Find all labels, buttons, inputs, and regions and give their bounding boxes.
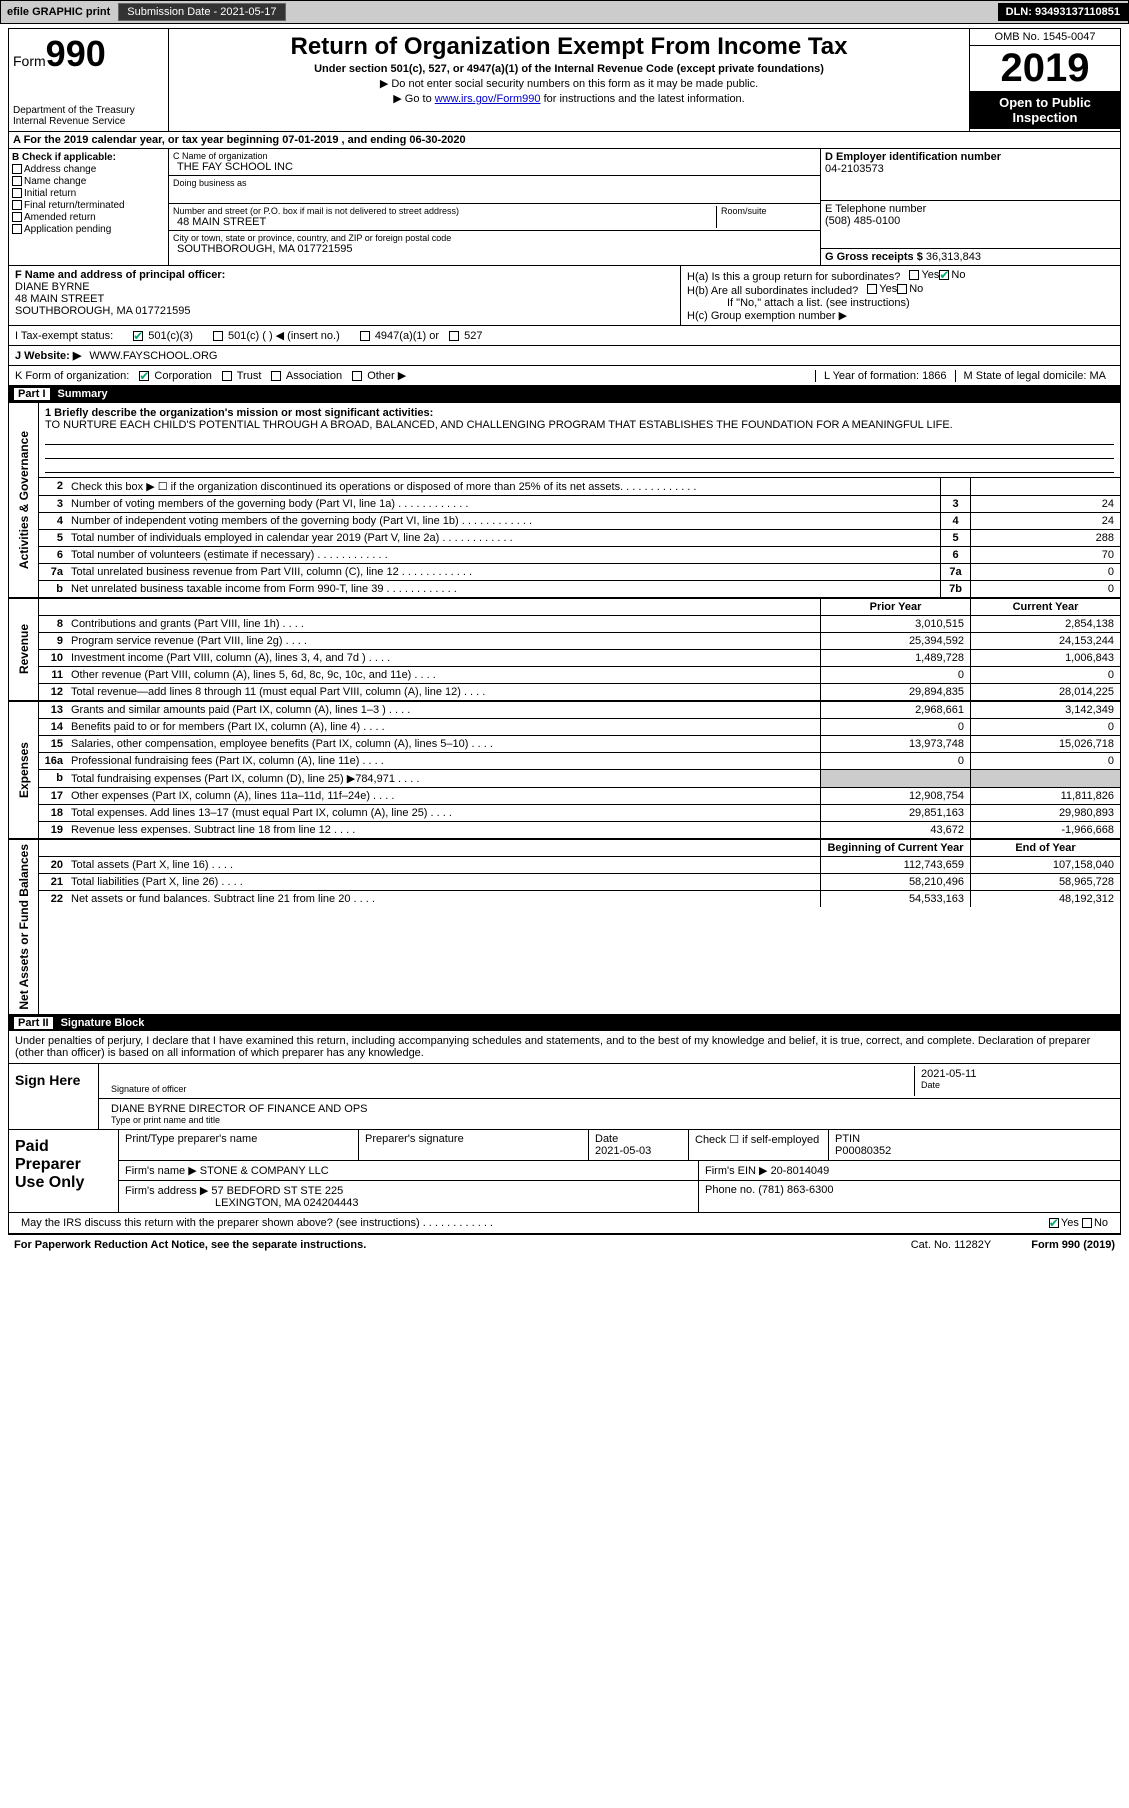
vlabel-governance: Activities & Governance [15,427,33,573]
website-row: J Website: ▶ WWW.FAYSCHOOL.ORG [8,346,1121,366]
tax-year: 2019 [970,46,1120,91]
vlabel-netassets: Net Assets or Fund Balances [15,840,33,1014]
table-row: 20Total assets (Part X, line 16)112,743,… [39,857,1120,874]
chk-final-return[interactable]: Final return/terminated [12,200,165,211]
website-url: WWW.FAYSCHOOL.ORG [89,350,217,362]
chk-pending[interactable]: Application pending [12,224,165,235]
tax-exempt-status: I Tax-exempt status: 501(c)(3) 501(c) ( … [8,326,1121,346]
chk-initial-return[interactable]: Initial return [12,188,165,199]
h-b: H(b) Are all subordinates included? Yes … [687,283,1114,297]
netassets-section: Net Assets or Fund Balances Beginning of… [8,839,1121,1015]
omb-number: OMB No. 1545-0047 [970,29,1120,46]
sign-here-label: Sign Here [9,1064,99,1129]
city-state-zip: SOUTHBOROUGH, MA 017721595 [173,243,816,255]
discuss-question: May the IRS discuss this return with the… [15,1215,1043,1231]
table-row: 13Grants and similar amounts paid (Part … [39,702,1120,719]
street-address: 48 MAIN STREET [173,216,716,228]
officer-name: DIANE BYRNE [15,281,674,293]
table-row: 11Other revenue (Part VIII, column (A), … [39,667,1120,684]
row-a-taxyear: A For the 2019 calendar year, or tax yea… [8,132,1121,149]
dln-label: DLN: 93493137110851 [998,3,1128,21]
subtitle-1: Under section 501(c), 527, or 4947(a)(1)… [173,63,965,75]
ein: 04-2103573 [825,163,1116,175]
gross-receipts: 36,313,843 [926,251,981,263]
firm-ein: 20-8014049 [771,1165,830,1177]
h-a: H(a) Is this a group return for subordin… [687,269,1114,283]
table-row: 3Number of voting members of the governi… [39,496,1120,513]
form-number: Form990 [13,33,164,75]
table-row: 22Net assets or fund balances. Subtract … [39,891,1120,907]
form-header: Form990 Department of the Treasury Inter… [8,28,1121,132]
part2-header: Part II Signature Block [8,1015,1121,1031]
revenue-section: Revenue Prior YearCurrent Year 8Contribu… [8,598,1121,701]
table-row: 10Investment income (Part VIII, column (… [39,650,1120,667]
table-row: 18Total expenses. Add lines 13–17 (must … [39,805,1120,822]
page-footer: For Paperwork Reduction Act Notice, see … [8,1235,1121,1255]
table-row: 9Program service revenue (Part VIII, lin… [39,633,1120,650]
table-row: 15Salaries, other compensation, employee… [39,736,1120,753]
chk-name-change[interactable]: Name change [12,176,165,187]
chk-address-change[interactable]: Address change [12,164,165,175]
open-inspection: Open to Public Inspection [970,91,1120,129]
officer-printed-name: DIANE BYRNE DIRECTOR OF FINANCE AND OPS [111,1103,1108,1115]
chk-amended[interactable]: Amended return [12,212,165,223]
firm-phone: (781) 863-6300 [758,1184,833,1196]
table-row: 8Contributions and grants (Part VIII, li… [39,616,1120,633]
mission-text: TO NURTURE EACH CHILD'S POTENTIAL THROUG… [45,419,1114,431]
governance-section: Activities & Governance 1 Briefly descri… [8,402,1121,598]
table-row: 17Other expenses (Part IX, column (A), l… [39,788,1120,805]
paid-preparer-label: Paid Preparer Use Only [9,1130,119,1212]
form-of-org: K Form of organization: Corporation Trus… [8,366,1121,386]
vlabel-expenses: Expenses [15,738,33,802]
table-row: bNet unrelated business taxable income f… [39,581,1120,597]
table-row: 16aProfessional fundraising fees (Part I… [39,753,1120,770]
mission-block: 1 Briefly describe the organization's mi… [39,403,1120,478]
dept-label: Department of the Treasury Internal Reve… [13,105,164,127]
part1-header: Part I Summary [8,386,1121,402]
table-row: 2Check this box ▶ ☐ if the organization … [39,478,1120,496]
efile-label: efile GRAPHIC print [1,4,116,20]
expenses-section: Expenses 13Grants and similar amounts pa… [8,701,1121,839]
perjury-declaration: Under penalties of perjury, I declare th… [9,1031,1120,1063]
officer-group-row: F Name and address of principal officer:… [8,266,1121,326]
table-row: 21Total liabilities (Part X, line 26)58,… [39,874,1120,891]
org-name: THE FAY SCHOOL INC [173,161,816,173]
subtitle-3: ▶ Go to www.irs.gov/Form990 for instruct… [173,92,965,105]
table-row: 7aTotal unrelated business revenue from … [39,564,1120,581]
ptin: P00080352 [835,1145,891,1157]
year-formation: L Year of formation: 1866 [815,370,955,382]
catalog-number: Cat. No. 11282Y [911,1239,992,1251]
table-row: 19Revenue less expenses. Subtract line 1… [39,822,1120,838]
form-title: Return of Organization Exempt From Incom… [173,33,965,61]
box-b-checkboxes: B Check if applicable: Address change Na… [9,149,169,265]
table-row: 6Total number of volunteers (estimate if… [39,547,1120,564]
vlabel-revenue: Revenue [15,620,33,678]
form-footer: Form 990 (2019) [1031,1239,1115,1251]
top-toolbar: efile GRAPHIC print Submission Date - 20… [0,0,1129,24]
h-c: H(c) Group exemption number ▶ [687,309,1114,322]
signature-block: Under penalties of perjury, I declare th… [8,1031,1121,1235]
subtitle-2: ▶ Do not enter social security numbers o… [173,77,965,90]
table-row: bTotal fundraising expenses (Part IX, co… [39,770,1120,788]
table-row: 5Total number of individuals employed in… [39,530,1120,547]
submission-date-btn[interactable]: Submission Date - 2021-05-17 [118,3,285,21]
state-domicile: M State of legal domicile: MA [955,370,1114,382]
telephone: (508) 485-0100 [825,215,1116,227]
table-row: 4Number of independent voting members of… [39,513,1120,530]
entity-info: B Check if applicable: Address change Na… [8,149,1121,266]
table-row: 12Total revenue—add lines 8 through 11 (… [39,684,1120,700]
table-row: 14Benefits paid to or for members (Part … [39,719,1120,736]
irs-link[interactable]: www.irs.gov/Form990 [435,93,541,105]
firm-name: STONE & COMPANY LLC [200,1165,329,1177]
